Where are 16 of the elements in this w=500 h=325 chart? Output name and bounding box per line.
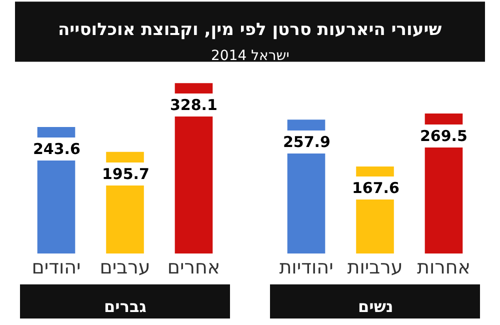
chart-title: שיעורי היארעות סרטן לפי מין, וקבוצת אוכלוסייה	[58, 20, 442, 40]
x-axis-title: גברים	[104, 297, 146, 316]
x-tick-label: יהודים	[32, 256, 81, 278]
x-tick-label: אחרים	[167, 256, 220, 278]
data-label: 328.1	[170, 96, 218, 114]
x-tick-label: אחרות	[416, 256, 471, 278]
chart-subtitle: ישראל 2014	[211, 48, 290, 64]
x-tick-label: ערביות	[347, 256, 403, 278]
x-axis-title: נשים	[358, 297, 394, 316]
x-tick-label: יהודיות	[279, 256, 334, 278]
data-label: 195.7	[102, 165, 150, 183]
data-label: 243.6	[33, 140, 80, 158]
data-label: 257.9	[283, 133, 330, 151]
data-label: 167.6	[352, 179, 400, 197]
data-label: 269.5	[420, 127, 468, 145]
x-tick-label: ערבים	[100, 256, 150, 278]
